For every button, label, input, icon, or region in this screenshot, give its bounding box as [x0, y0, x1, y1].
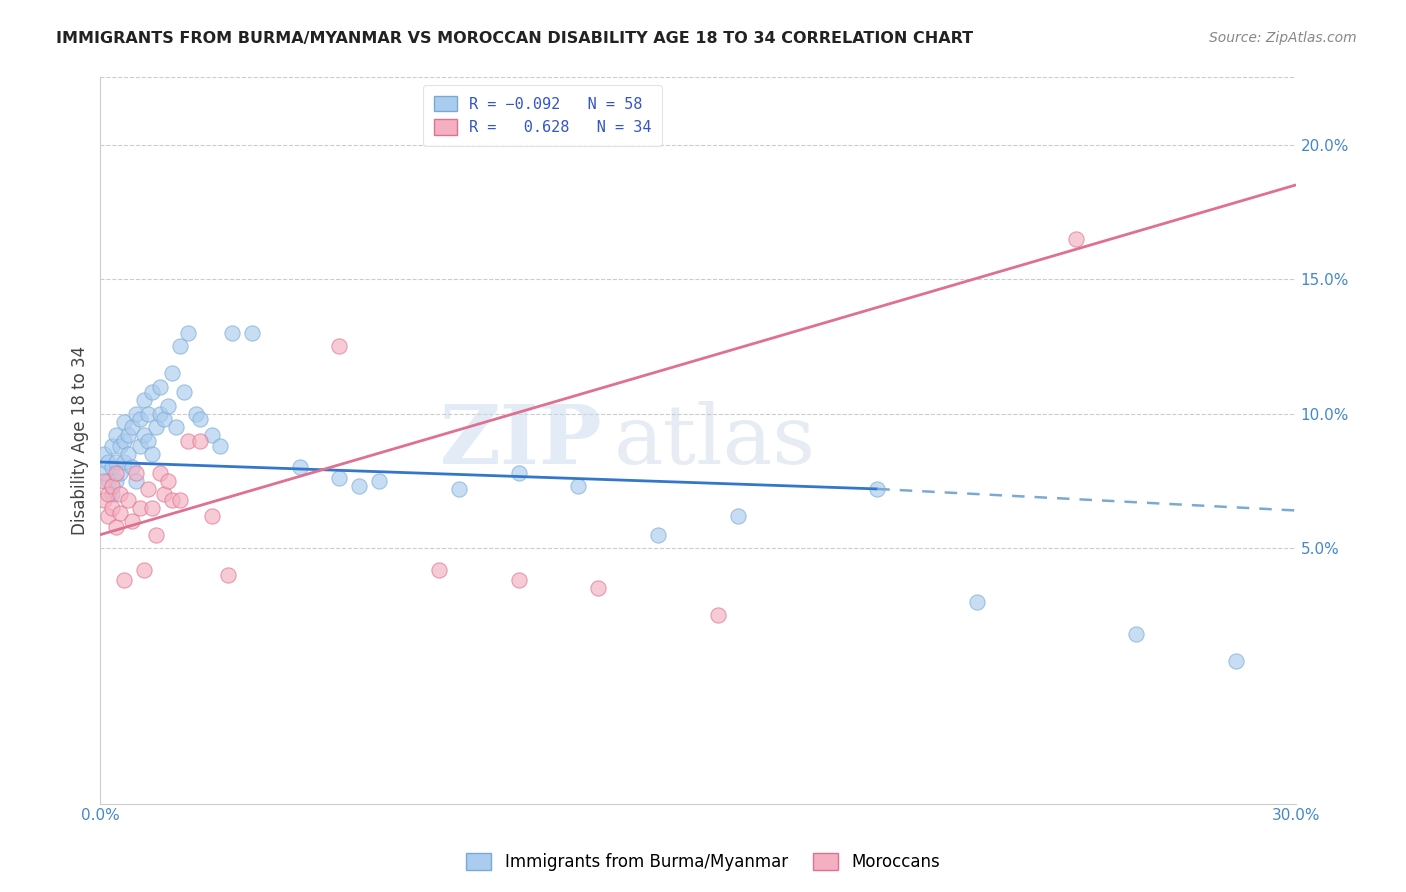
Point — [93, 447, 115, 461]
Point — [121, 420, 143, 434]
Point — [136, 407, 159, 421]
Point — [217, 568, 239, 582]
Point — [141, 500, 163, 515]
Point — [177, 434, 200, 448]
Point — [966, 595, 988, 609]
Point — [866, 482, 889, 496]
Point — [141, 447, 163, 461]
Point — [112, 415, 135, 429]
Point — [101, 439, 124, 453]
Y-axis label: Disability Age 18 to 34: Disability Age 18 to 34 — [72, 346, 89, 535]
Point — [160, 492, 183, 507]
Point — [134, 563, 156, 577]
Point — [129, 439, 152, 453]
Point — [727, 508, 749, 523]
Point — [145, 527, 167, 541]
Point — [149, 407, 172, 421]
Point — [707, 608, 730, 623]
Point — [165, 420, 187, 434]
Point — [129, 500, 152, 515]
Text: Source: ZipAtlas.com: Source: ZipAtlas.com — [1209, 31, 1357, 45]
Point — [160, 366, 183, 380]
Point — [188, 434, 211, 448]
Point — [121, 460, 143, 475]
Point — [1066, 232, 1088, 246]
Point — [134, 393, 156, 408]
Point — [101, 460, 124, 475]
Text: IMMIGRANTS FROM BURMA/MYANMAR VS MOROCCAN DISABILITY AGE 18 TO 34 CORRELATION CH: IMMIGRANTS FROM BURMA/MYANMAR VS MOROCCA… — [56, 31, 973, 46]
Point — [121, 514, 143, 528]
Point — [134, 428, 156, 442]
Point — [141, 385, 163, 400]
Point — [240, 326, 263, 340]
Point — [117, 492, 139, 507]
Point — [105, 519, 128, 533]
Point — [101, 487, 124, 501]
Point — [157, 399, 180, 413]
Point — [157, 474, 180, 488]
Point — [1225, 654, 1247, 668]
Point — [1125, 627, 1147, 641]
Point — [427, 563, 450, 577]
Point — [288, 460, 311, 475]
Point — [508, 574, 530, 588]
Point — [177, 326, 200, 340]
Point — [169, 339, 191, 353]
Point — [173, 385, 195, 400]
Legend: R = −0.092   N = 58, R =   0.628   N = 34: R = −0.092 N = 58, R = 0.628 N = 34 — [423, 85, 662, 146]
Legend: Immigrants from Burma/Myanmar, Moroccans: Immigrants from Burma/Myanmar, Moroccans — [458, 845, 948, 880]
Point — [328, 339, 350, 353]
Point — [201, 508, 224, 523]
Point — [149, 380, 172, 394]
Text: ZIP: ZIP — [440, 401, 602, 481]
Point — [110, 506, 132, 520]
Point — [97, 508, 120, 523]
Point — [112, 574, 135, 588]
Point — [93, 492, 115, 507]
Point — [145, 420, 167, 434]
Point — [97, 487, 120, 501]
Point — [105, 455, 128, 469]
Point — [208, 439, 231, 453]
Point — [169, 492, 191, 507]
Point — [97, 455, 120, 469]
Point — [110, 439, 132, 453]
Point — [110, 487, 132, 501]
Point — [508, 466, 530, 480]
Point — [149, 466, 172, 480]
Point — [117, 447, 139, 461]
Point — [153, 412, 176, 426]
Point — [588, 582, 610, 596]
Point — [129, 412, 152, 426]
Point — [201, 428, 224, 442]
Point — [112, 455, 135, 469]
Point — [117, 428, 139, 442]
Point — [101, 500, 124, 515]
Point — [105, 428, 128, 442]
Point — [647, 527, 669, 541]
Point — [136, 434, 159, 448]
Point — [368, 474, 391, 488]
Point — [93, 466, 115, 480]
Point — [125, 466, 148, 480]
Point — [97, 474, 120, 488]
Point — [101, 479, 124, 493]
Point — [105, 466, 128, 480]
Point — [153, 487, 176, 501]
Point — [105, 474, 128, 488]
Point — [188, 412, 211, 426]
Point — [184, 407, 207, 421]
Point — [567, 479, 589, 493]
Point — [93, 474, 115, 488]
Point — [125, 474, 148, 488]
Point — [110, 466, 132, 480]
Point — [328, 471, 350, 485]
Point — [447, 482, 470, 496]
Point — [136, 482, 159, 496]
Point — [112, 434, 135, 448]
Point — [349, 479, 371, 493]
Point — [221, 326, 243, 340]
Text: atlas: atlas — [614, 401, 817, 481]
Point — [125, 407, 148, 421]
